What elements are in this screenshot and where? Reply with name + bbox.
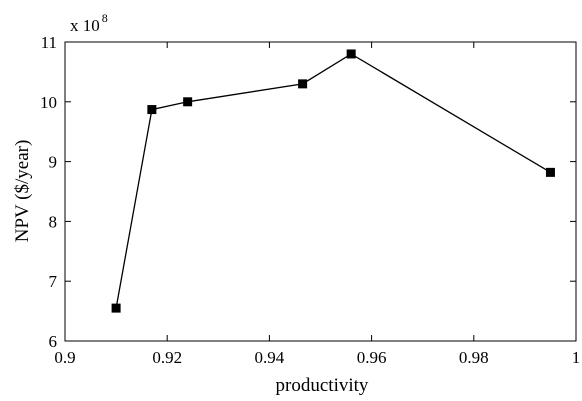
y-tick-label: 7 — [49, 272, 58, 291]
plot-area — [64, 41, 577, 342]
y-tick-label: 11 — [41, 33, 57, 52]
y-tick-label: 8 — [49, 212, 58, 231]
x-tick-label: 0.92 — [152, 348, 182, 367]
x-tick-label: 0.96 — [357, 348, 387, 367]
y-tick-label: 10 — [40, 93, 57, 112]
data-point-marker — [545, 167, 555, 177]
series-line — [115, 53, 551, 309]
data-point-marker — [183, 97, 193, 107]
x-tick-label: 0.94 — [255, 348, 285, 367]
data-point-marker — [111, 303, 121, 313]
y-tick-label: 9 — [49, 153, 58, 172]
x-axis-label: productivity — [276, 375, 369, 396]
ticks-layer: 0.9 0.92 0.94 0.96 0.98 1 6 7 8 9 10 11 — [40, 33, 580, 367]
x-tick-label: 0.98 — [459, 348, 489, 367]
series-layer — [111, 49, 555, 313]
y-axis-label: NPV ($/year) — [12, 140, 33, 243]
x-tick-label: 1 — [572, 348, 581, 367]
data-point-marker — [346, 49, 356, 59]
y-tick-label: 6 — [49, 332, 58, 351]
x-tick-label: 0.9 — [54, 348, 75, 367]
data-point-marker — [298, 79, 308, 89]
y-multiplier-label: x 10 8 — [70, 11, 108, 35]
data-point-marker — [147, 105, 157, 115]
